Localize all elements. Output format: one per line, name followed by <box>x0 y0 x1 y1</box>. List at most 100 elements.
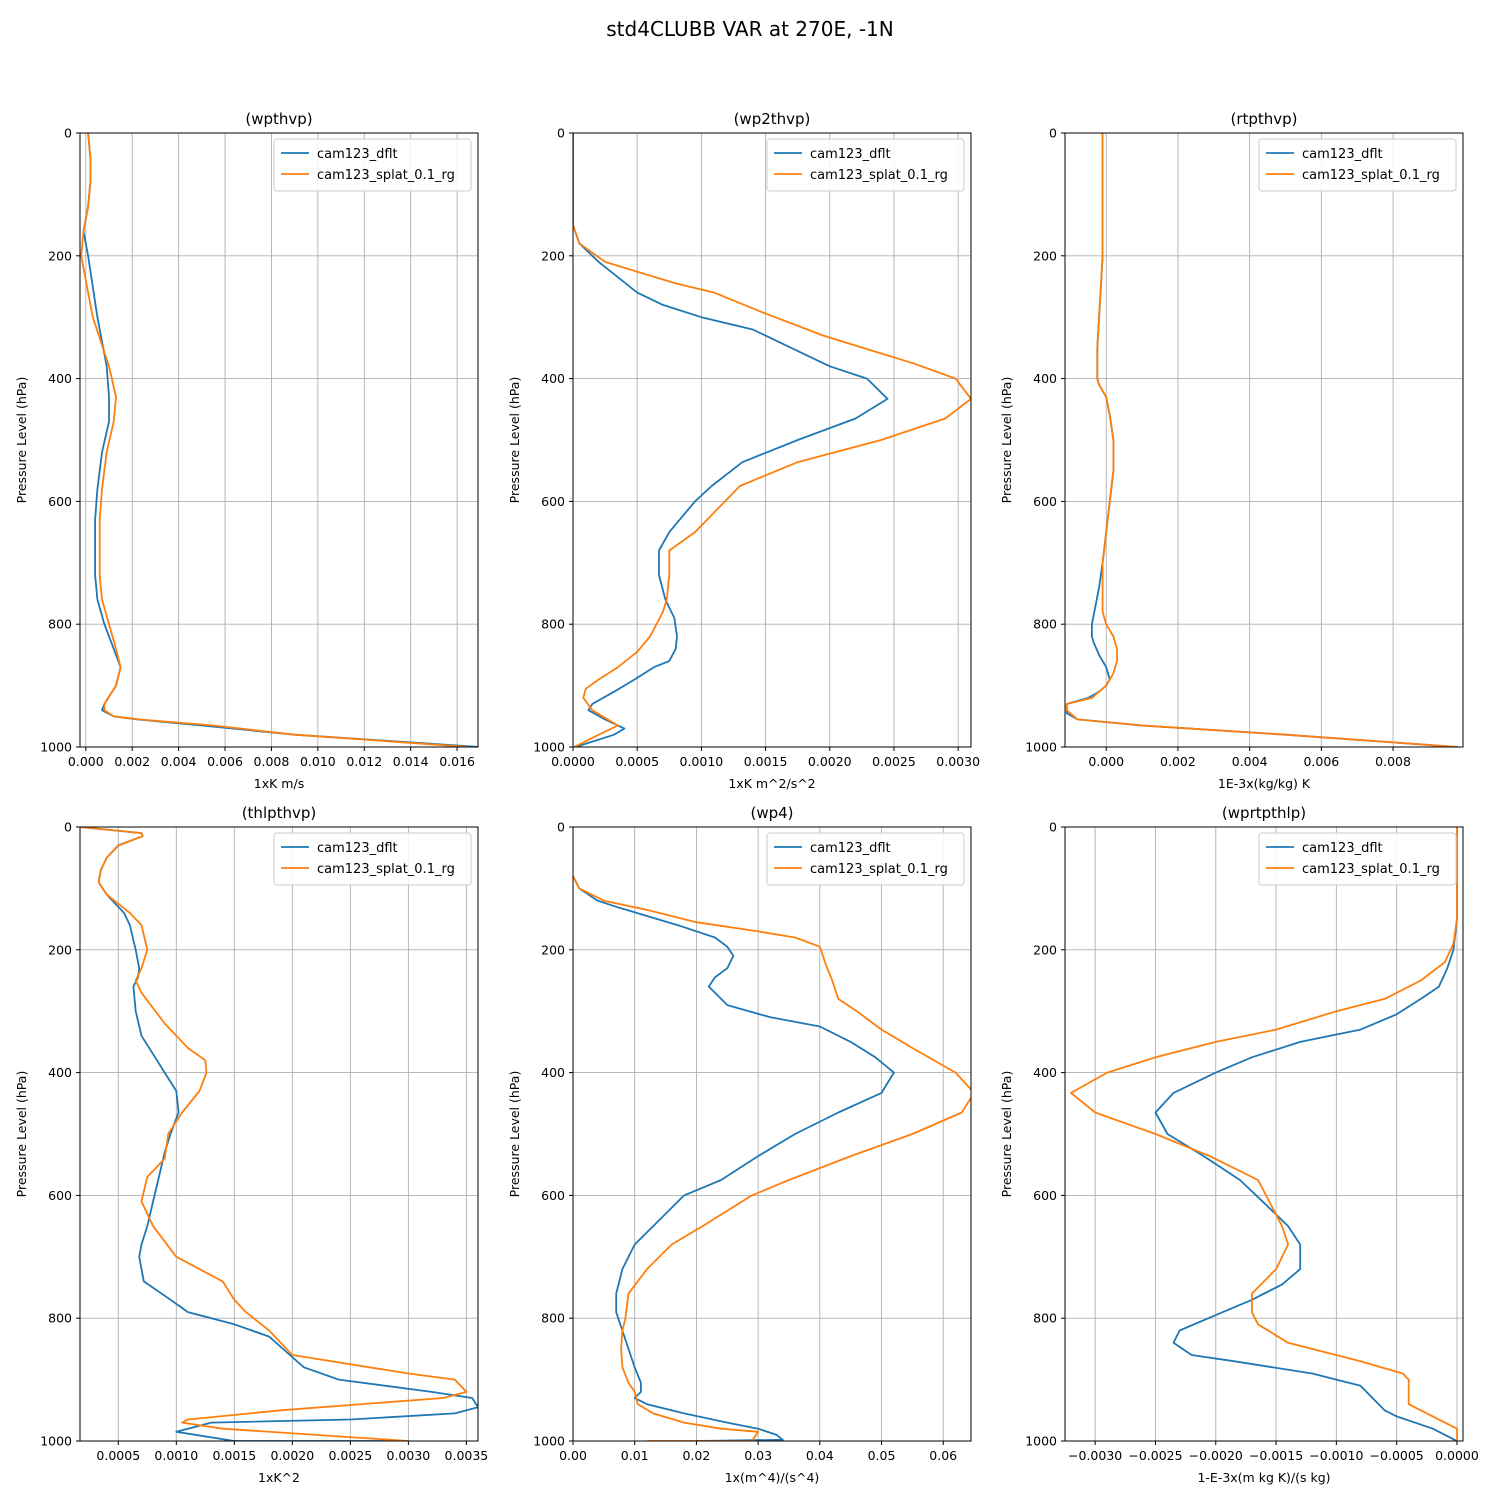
axes-frame <box>79 132 479 748</box>
x-tick-label: −0.0010 <box>1309 1448 1363 1463</box>
x-tick-label: 0.000 <box>1088 754 1124 769</box>
x-tick-label: 0.0020 <box>270 1448 314 1463</box>
x-axis-label: 1-E-3x(m kg K)/(s kg) <box>1197 1470 1330 1485</box>
y-axis-label: Pressure Level (hPa) <box>999 377 1014 504</box>
y-axis-label: Pressure Level (hPa) <box>999 1071 1014 1198</box>
panel-2: 0.0000 0.0005 0.0010 0.0015 0.0020 0.0025 0.00… <box>507 110 980 791</box>
x-tick-label: −0.0030 <box>1068 1448 1122 1463</box>
y-tick-label: 200 <box>48 942 72 957</box>
x-tick-label: 0.03 <box>744 1448 772 1463</box>
y-tick-label: 0 <box>64 820 72 835</box>
x-tick-label: 0.002 <box>114 754 150 769</box>
panel-title: (wp4) <box>750 804 793 822</box>
x-tick-label: 0.01 <box>621 1448 649 1463</box>
x-tick-label: 0.0005 <box>615 754 659 769</box>
legend-label: cam123_dflt <box>810 147 891 162</box>
panel-3: 0.000 0.002 0.004 0.006 0.008 0 200 400 600 800 10… <box>999 110 1464 791</box>
y-tick-label: 200 <box>541 248 565 263</box>
x-tick-label: 0.0005 <box>96 1448 140 1463</box>
y-tick-label: 800 <box>541 1311 565 1326</box>
legend-frame <box>273 832 472 886</box>
axes-frame <box>1064 826 1464 1442</box>
y-tick-label: 0 <box>557 126 565 141</box>
x-tick-label: 0.0025 <box>328 1448 372 1463</box>
x-tick-label: 0.0000 <box>1435 1448 1479 1463</box>
legend: cam123_dflt cam123_splat_0.1_rg <box>766 832 965 886</box>
y-tick-label: 600 <box>1033 494 1057 509</box>
x-tick-label: 0.006 <box>1303 754 1339 769</box>
series-line-cam123_splat_0.1_rg <box>80 133 469 747</box>
legend-label: cam123_splat_0.1_rg <box>810 168 948 183</box>
panel-title: (rtpthvp) <box>1230 110 1297 128</box>
axes-frame <box>572 132 972 748</box>
panel-1: 0.000 0.002 0.004 0.006 0.008 0.010 0.012 0.014… <box>14 110 479 791</box>
legend-frame <box>1258 138 1457 192</box>
y-tick-label: 0 <box>1049 126 1057 141</box>
x-tick-label: 0.06 <box>929 1448 957 1463</box>
x-tick-label: 0.04 <box>806 1448 834 1463</box>
x-tick-label: −0.0015 <box>1249 1448 1303 1463</box>
y-tick-label: 0 <box>557 820 565 835</box>
panel-5: 0.00 0.01 0.02 0.03 0.04 0.05 0.06 0 200 400 600 80… <box>507 804 972 1485</box>
series-line-cam123_dflt <box>1154 827 1458 1441</box>
legend-label: cam123_splat_0.1_rg <box>317 168 455 183</box>
x-tick-label: 0.02 <box>682 1448 710 1463</box>
x-tick-label: 0.016 <box>439 754 475 769</box>
series-line-cam123_dflt <box>573 875 895 1441</box>
series-line-cam123_dflt <box>573 133 889 747</box>
legend-label: cam123_splat_0.1_rg <box>1302 168 1440 183</box>
x-tick-label: 0.002 <box>1160 754 1196 769</box>
y-tick-label: 1000 <box>1025 740 1057 755</box>
x-tick-label: 0.006 <box>207 754 243 769</box>
panel-title: (wpthvp) <box>245 110 312 128</box>
x-tick-label: 0.0030 <box>936 754 980 769</box>
y-tick-label: 400 <box>541 371 565 386</box>
x-tick-label: 0.0035 <box>445 1448 489 1463</box>
y-tick-label: 200 <box>1033 248 1057 263</box>
x-tick-label: 0.010 <box>300 754 336 769</box>
y-tick-label: 400 <box>1033 371 1057 386</box>
x-tick-label: 0.00 <box>559 1448 587 1463</box>
legend-label: cam123_dflt <box>317 841 398 856</box>
series-line-cam123_splat_0.1_rg <box>80 827 468 1441</box>
x-tick-label: 0.004 <box>1232 754 1268 769</box>
legend-label: cam123_splat_0.1_rg <box>1302 862 1440 877</box>
legend: cam123_dflt cam123_splat_0.1_rg <box>273 832 472 886</box>
x-tick-label: 0.0030 <box>387 1448 431 1463</box>
legend-label: cam123_splat_0.1_rg <box>317 862 455 877</box>
axes-frame <box>1064 132 1464 748</box>
y-tick-label: 200 <box>48 248 72 263</box>
y-tick-label: 0 <box>1049 820 1057 835</box>
x-axis-label: 1xK m/s <box>254 776 304 791</box>
y-axis-label: Pressure Level (hPa) <box>14 377 29 504</box>
legend-label: cam123_dflt <box>1302 147 1383 162</box>
y-tick-label: 600 <box>48 494 72 509</box>
y-tick-label: 800 <box>48 617 72 632</box>
series-line-cam123_splat_0.1_rg <box>1070 827 1458 1441</box>
y-tick-label: 600 <box>541 494 565 509</box>
x-tick-label: −0.0005 <box>1370 1448 1424 1463</box>
series-line-cam123_splat_0.1_rg <box>573 133 971 747</box>
y-tick-label: 1000 <box>40 1434 72 1449</box>
panel-6: −0.0030 −0.0025 −0.0020 −0.0015 −0.0010 −0.00… <box>999 804 1479 1485</box>
x-axis-label: 1E-3x(kg/kg) K <box>1218 776 1311 791</box>
legend: cam123_dflt cam123_splat_0.1_rg <box>273 138 472 192</box>
axes-frame <box>572 826 972 1442</box>
legend-frame <box>1258 832 1457 886</box>
y-tick-label: 600 <box>1033 1188 1057 1203</box>
x-tick-label: 0.012 <box>346 754 382 769</box>
y-tick-label: 800 <box>541 617 565 632</box>
axes-frame <box>79 826 479 1442</box>
x-tick-label: 0.0025 <box>872 754 916 769</box>
y-axis-label: Pressure Level (hPa) <box>507 377 522 504</box>
y-tick-label: 800 <box>48 1311 72 1326</box>
x-axis-label: 1x(m^4)/(s^4) <box>725 1470 820 1485</box>
y-tick-label: 1000 <box>1025 1434 1057 1449</box>
x-tick-label: 0.0015 <box>744 754 788 769</box>
x-tick-label: 0.0020 <box>808 754 852 769</box>
legend-label: cam123_splat_0.1_rg <box>810 862 948 877</box>
x-tick-label: 0.05 <box>868 1448 896 1463</box>
y-tick-label: 400 <box>48 371 72 386</box>
legend-label: cam123_dflt <box>317 147 398 162</box>
